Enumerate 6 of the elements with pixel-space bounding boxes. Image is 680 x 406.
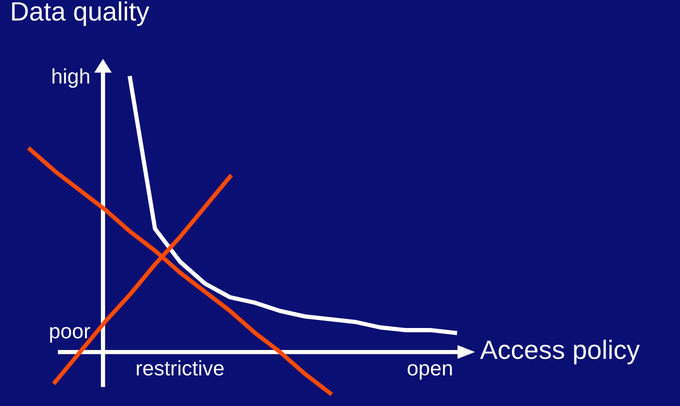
annotation: high — [52, 68, 90, 88]
annotation: poor — [50, 327, 90, 343]
x-tick-label: restrictive — [136, 360, 224, 376]
x-axis-title: Access policy — [480, 340, 640, 364]
x-tick-label: open — [408, 364, 452, 380]
y-axis-title: Data quality — [12, 1, 150, 26]
